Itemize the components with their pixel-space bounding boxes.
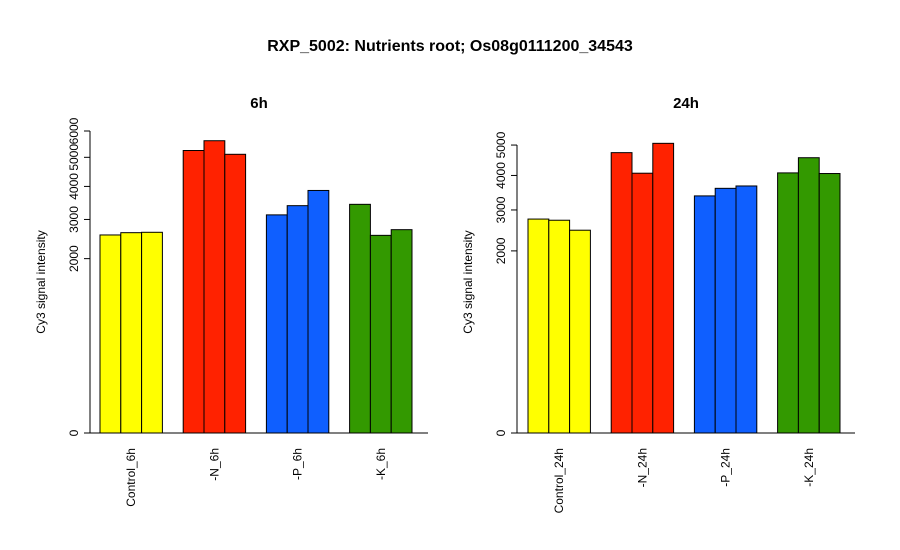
x-tick-label: -K_24h <box>802 448 816 487</box>
chart-panel-2: 24h 0 2000 3000 4000 5000 Cy3 signal intensity… <box>461 95 855 513</box>
y-axis-label: Cy3 signal intensity <box>34 230 48 333</box>
y-tick-label: 3000 <box>67 206 81 233</box>
x-tick-label: Control_24h <box>552 448 566 513</box>
bar <box>224 153 247 434</box>
bar <box>652 142 675 434</box>
bar <box>141 231 163 434</box>
y-tick-label: 2000 <box>67 245 81 272</box>
bar <box>265 214 288 434</box>
y-axis-label: Cy3 signal intensity <box>461 230 475 333</box>
y-tick-label: 3000 <box>494 196 508 223</box>
bar <box>610 152 633 434</box>
y-tick-label: 4000 <box>494 162 508 189</box>
page-title: RXP_5002: Nutrients root; Os08g0111200_3… <box>267 38 633 55</box>
y-tick-label: 4000 <box>67 173 81 200</box>
bar <box>735 185 758 434</box>
bar <box>527 218 550 434</box>
bar <box>369 234 392 434</box>
panel-title: 24h <box>673 95 699 112</box>
bar <box>203 140 226 434</box>
bar <box>286 205 309 434</box>
bar <box>307 189 330 434</box>
x-tick-label: Control_6h <box>124 448 138 507</box>
x-tick-label: -K_6h <box>374 448 388 480</box>
x-tick-label: -N_6h <box>207 448 221 481</box>
y-tick-label: 2000 <box>494 237 508 264</box>
y-tick-label: 0 <box>67 429 81 436</box>
bar <box>120 232 143 434</box>
bar <box>818 173 841 434</box>
y-tick-label: 5000 <box>67 144 81 171</box>
panel-title: 6h <box>250 95 268 112</box>
y-tick-label: 6000 <box>67 117 81 144</box>
x-tick-label: -P_6h <box>291 448 305 480</box>
y-tick-label: 5000 <box>494 131 508 158</box>
bar <box>777 172 799 434</box>
bar <box>631 172 654 434</box>
bar <box>797 157 820 434</box>
bar <box>548 219 571 434</box>
bar <box>349 203 371 434</box>
x-tick-label: -N_24h <box>635 448 649 487</box>
bar <box>714 187 737 434</box>
y-tick-label: 0 <box>494 429 508 436</box>
bar <box>182 150 205 434</box>
bar <box>390 229 413 434</box>
x-tick-label: -P_24h <box>719 448 733 487</box>
bar <box>99 234 122 434</box>
bar <box>569 229 591 434</box>
bar <box>693 195 716 434</box>
